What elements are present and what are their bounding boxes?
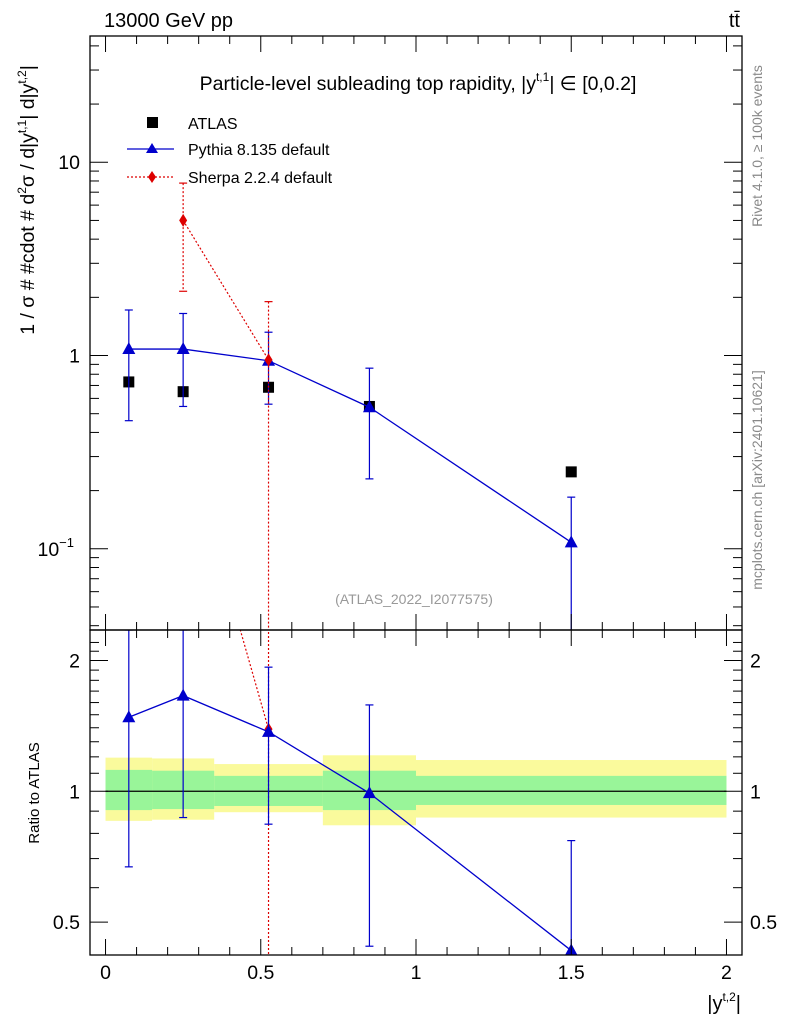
x-tick-label: 0 <box>100 962 111 984</box>
data-point-pythia <box>564 535 578 548</box>
legend-marker-sherpa <box>148 171 156 183</box>
x-tick-label: 1.5 <box>558 962 585 984</box>
ratio-panel-series <box>122 423 578 955</box>
series-line-pythia <box>128 348 572 543</box>
legend-marker-pythia <box>146 143 158 153</box>
ratio-point-pythia <box>362 786 376 799</box>
ratio-point-sherpa <box>179 423 187 436</box>
energy-label: 13000 GeV pp <box>104 10 233 32</box>
series-line-sherpa <box>182 220 270 361</box>
data-point-sherpa <box>264 353 273 367</box>
data-point-pythia <box>362 400 376 413</box>
y-tick-label-ratio-right: 2 <box>750 650 761 672</box>
legend-label-pythia: Pythia 8.135 default <box>188 142 330 159</box>
chart-underlay <box>105 755 727 826</box>
process-label: tt̄ <box>729 10 741 32</box>
x-tick-label: 1 <box>411 962 422 984</box>
analysis-id: (ATLAS_2022_I2077575) <box>335 591 493 607</box>
y-tick-label-ratio-right: 1 <box>750 781 761 803</box>
legend-marker-atlas <box>147 117 158 128</box>
legend-label-sherpa: Sherpa 2.2.4 default <box>188 170 333 187</box>
data-point-pythia <box>176 342 190 355</box>
x-axis-label: |yt,2| <box>707 990 741 1015</box>
chart-axes: 0 0.5 1 1.5 2 1 10 10−1 0.5 0.5 1 1 2 2 <box>37 36 777 984</box>
rivet-version-label: Rivet 4.1.0, ≥ 100k events <box>749 65 765 227</box>
y-tick-label-main: 1 <box>69 346 80 368</box>
y-tick-label-ratio: 1 <box>69 781 80 803</box>
legend: ATLAS Pythia 8.135 default Sherpa 2.2.4 … <box>127 116 333 187</box>
ratio-point-pythia <box>176 688 190 701</box>
data-point-atlas <box>565 466 577 478</box>
ratio-line-sherpa <box>239 630 270 730</box>
main-panel-series <box>122 182 578 630</box>
ratio-point-pythia <box>122 710 136 723</box>
y-axis-label-ratio: Ratio to ATLAS <box>26 742 43 843</box>
y-tick-label-ratio: 0.5 <box>53 912 80 934</box>
y-tick-label-ratio-right: 0.5 <box>750 912 777 934</box>
source-label: mcplots.cern.ch [arXiv:2401.10621] <box>749 370 765 589</box>
x-tick-label: 2 <box>721 962 732 984</box>
y-tick-label-main: 10 <box>58 152 80 174</box>
legend-label-atlas: ATLAS <box>188 116 238 133</box>
data-point-sherpa <box>179 213 188 227</box>
chart-series <box>122 182 578 955</box>
y-tick-label-ratio: 2 <box>69 650 80 672</box>
ratio-point-pythia <box>262 724 276 737</box>
data-point-pythia <box>122 342 136 355</box>
y-tick-label-main: 10−1 <box>37 535 74 561</box>
chart-title: Particle-level subleading top rapidity, … <box>200 70 637 95</box>
band-stat-4 <box>416 775 727 805</box>
x-tick-label: 0.5 <box>247 962 274 984</box>
y-axis-label-main: 1 / σ # #cdot # d2σ / d|yt,1| d|yt,2| <box>15 65 39 335</box>
